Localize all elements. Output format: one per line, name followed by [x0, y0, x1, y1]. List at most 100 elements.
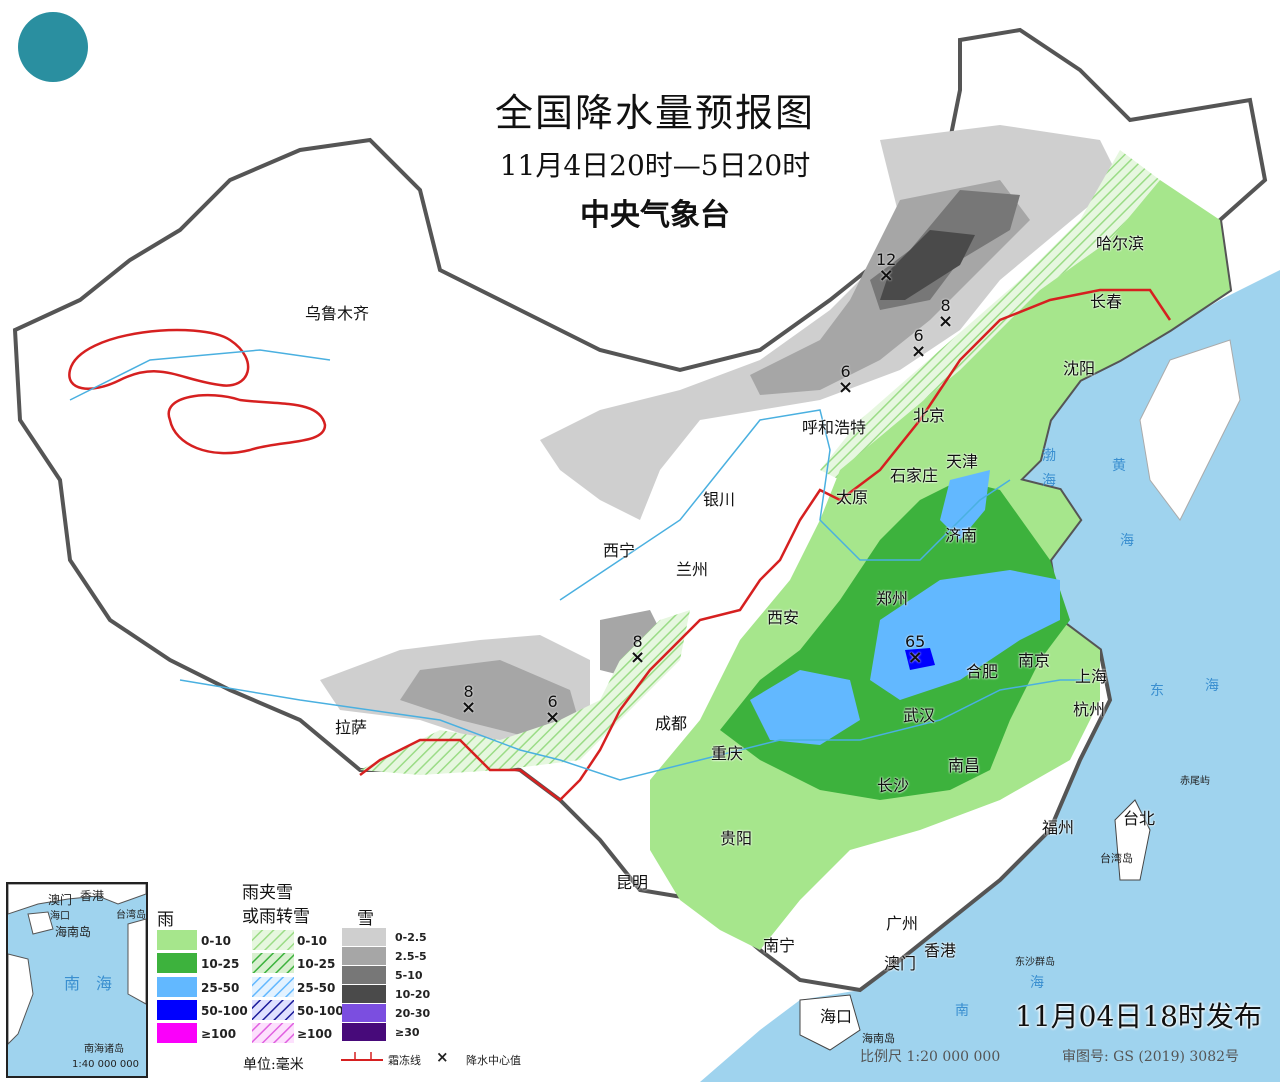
city-label: 武汉	[903, 706, 936, 725]
freeze-line-xinjiang-2	[167, 394, 327, 455]
legend-label: 10-20	[395, 988, 431, 1001]
center-x-icon: ×	[630, 647, 646, 668]
precip-center: 6 ×	[911, 326, 927, 362]
legend-label: 25-50	[297, 981, 336, 995]
map-period: 11月4日20时—5日20时	[499, 149, 811, 182]
city-label: 台北	[1123, 809, 1156, 828]
legend-label: 10-25	[297, 957, 336, 971]
inset-label: 南海诸岛	[84, 1044, 124, 1055]
city-label: 长春	[1090, 292, 1123, 311]
inset-label: 南	[64, 974, 81, 993]
legend-label: 50-100	[297, 1004, 344, 1018]
city-label: 呼和浩特	[802, 418, 867, 437]
map-title: 全国降水量预报图	[494, 91, 815, 135]
precip-center: 8 ×	[630, 632, 646, 668]
sea-label: 黄	[1112, 458, 1126, 474]
city-label: 海口	[820, 1007, 853, 1026]
map-issuer: 中央气象台	[580, 198, 730, 233]
legend-swatch	[157, 930, 197, 950]
legend-label: 0-2.5	[395, 931, 427, 944]
yellow-river	[559, 409, 1011, 601]
inset-label: 台湾岛	[116, 910, 146, 921]
city-label: 杭州	[1073, 700, 1106, 719]
city-label: 合肥	[966, 662, 999, 681]
legend-label: 20-30	[395, 1007, 431, 1020]
precip-center: 6 ×	[545, 692, 561, 728]
sea-label: 海	[1205, 678, 1219, 694]
freeze-line-northeast	[359, 288, 1172, 802]
legend-swatch	[157, 977, 197, 997]
center-x-icon: ×	[911, 341, 927, 362]
sea-label: 海	[1030, 975, 1044, 991]
sea-label: 东沙群岛	[1015, 957, 1055, 968]
sea-label: 赤尾屿	[1180, 776, 1210, 787]
legend-unit: 单位:毫米	[243, 1057, 304, 1073]
rain-area-heavy-3	[940, 470, 990, 540]
city-label: 南昌	[948, 756, 981, 775]
legend-label: ≥100	[201, 1027, 237, 1041]
city-label: 沈阳	[1063, 359, 1096, 378]
legend-rain-title: 雨	[157, 910, 174, 930]
legend-center-value-label: 降水中心值	[466, 1054, 521, 1067]
legend-label: 0-10	[201, 934, 232, 948]
freeze-line-icon	[341, 1052, 383, 1061]
south-china-sea-inset: 澳门 香港 台湾岛 海口 海南岛 南 海 南海诸岛 1:40 000 000	[6, 882, 148, 1078]
legend-swatch	[342, 1023, 386, 1041]
center-x-icon: ×	[938, 311, 954, 332]
center-x-icon: ×	[907, 647, 923, 668]
precip-center: 8 ×	[938, 296, 954, 332]
legend-swatch	[157, 953, 197, 973]
city-label: 天津	[946, 452, 979, 471]
sea-label: 南	[955, 1003, 969, 1019]
city-label: 长沙	[877, 776, 910, 795]
precip-center: 6 ×	[838, 362, 854, 398]
snow-area-tibet-2	[400, 660, 580, 735]
city-label: 济南	[945, 526, 978, 545]
city-label: 郑州	[876, 589, 909, 608]
city-label: 南京	[1018, 651, 1051, 670]
city-label: 广州	[886, 914, 919, 933]
city-label: 银川	[703, 490, 736, 509]
tarim-river	[69, 349, 331, 401]
city-label: 太原	[836, 488, 869, 507]
hainan-island	[799, 994, 861, 1051]
city-label: 石家庄	[890, 466, 939, 485]
city-label: 香港	[924, 941, 957, 960]
sea-label: 东	[1150, 683, 1164, 699]
legend-label: 50-100	[201, 1004, 248, 1018]
legend-label: 10-25	[201, 957, 240, 971]
city-label: 南宁	[763, 936, 796, 955]
sea-label: 海南岛	[862, 1032, 895, 1045]
inset-label: 海南岛	[55, 925, 92, 939]
sea-label: 海	[1042, 473, 1056, 489]
center-x-icon: ×	[878, 265, 894, 286]
mixed-area-southwest	[360, 610, 690, 775]
center-x-icon: ×	[461, 697, 477, 718]
city-label: 哈尔滨	[1096, 234, 1145, 253]
legend-swatch	[342, 947, 386, 965]
legend-mixed-title: 或雨转雪	[242, 907, 310, 927]
sea-label: 海	[1120, 533, 1134, 549]
center-x-icon: ×	[545, 707, 561, 728]
inset-scale: 1:40 000 000	[72, 1059, 139, 1070]
legend-mixed-title: 雨夹雪	[242, 883, 293, 903]
inset-label: 海口	[50, 911, 70, 922]
city-label: 重庆	[711, 744, 744, 763]
city-label: 福州	[1042, 818, 1075, 837]
inset-label: 海	[96, 974, 113, 993]
rain-area-torrential	[905, 648, 935, 670]
inset-label: 澳门	[48, 893, 73, 907]
korea-japan	[1139, 339, 1241, 521]
inset-label: 香港	[80, 889, 105, 903]
legend-label: 0-10	[297, 934, 328, 948]
legend-label: ≥100	[297, 1027, 333, 1041]
city-label: 昆明	[616, 873, 649, 892]
snow-area-north-4	[880, 230, 975, 300]
legend-label: 5-10	[395, 969, 423, 982]
rain-area-heavy-2	[750, 670, 860, 745]
legend-mixed-swatches	[252, 930, 294, 1043]
legend-swatch	[342, 928, 386, 946]
center-x-icon: ×	[838, 377, 854, 398]
city-label: 贵阳	[720, 829, 753, 848]
sea-label: 渤	[1042, 448, 1056, 464]
